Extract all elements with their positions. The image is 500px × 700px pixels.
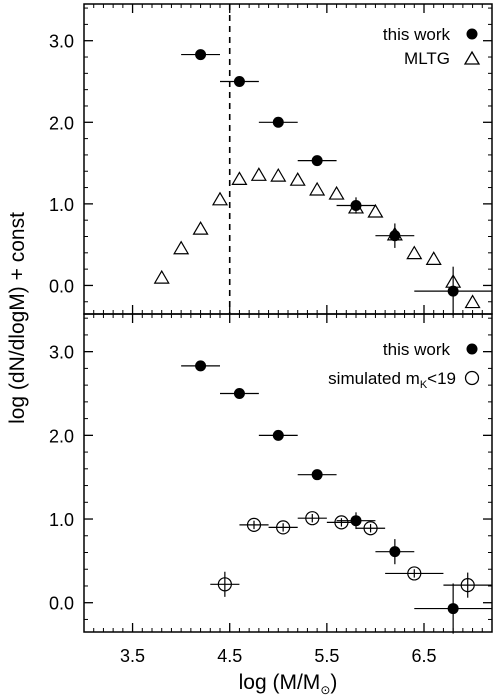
bottom-simulated-point: [334, 515, 349, 530]
bottom-simulated-point: [246, 517, 262, 532]
top-panel-axes: 0.0 1.0 2.0 3.0: [49, 4, 493, 316]
bottom-simulated-point: [217, 577, 232, 592]
bottom-legend-marker-filled-circle: [466, 343, 478, 355]
top-mltg-point: [347, 199, 365, 214]
bottom-x-tick-label: 6.5: [411, 646, 436, 666]
bottom-panel-axes: 3.5 4.5 5.5 6.5 0.0 1.0 2.0 3.0: [49, 314, 493, 666]
bottom-simulated-point: [460, 578, 475, 593]
top-mltg-point: [464, 294, 481, 309]
bottom-legend-label-simulated-sub: K: [420, 379, 428, 391]
bottom-this-work-point: [389, 546, 401, 558]
x-axis-label: log (M/M⊙): [239, 671, 338, 697]
top-legend-marker-filled-circle: [466, 28, 478, 40]
top-mltg-point: [367, 203, 384, 218]
bottom-simulated-point: [305, 511, 320, 526]
x-axis-label-close: ): [330, 671, 337, 694]
bottom-legend-marker-open-circle: [464, 370, 480, 386]
bottom-y-tick-label: 3.0: [49, 343, 74, 363]
bottom-this-work-point: [272, 429, 284, 441]
top-mltg-point: [250, 167, 267, 181]
top-y-tick-label: 3.0: [49, 32, 74, 52]
top-this-work-point: [195, 49, 207, 61]
top-y-tick-label: 2.0: [49, 113, 74, 133]
bottom-simulated-point: [407, 566, 422, 581]
bottom-this-work-point: [447, 603, 459, 615]
top-mltg-point: [425, 251, 442, 265]
top-mltg-point: [289, 172, 306, 186]
top-this-work-point: [311, 155, 323, 167]
bottom-x-tick-label: 4.5: [217, 646, 242, 666]
top-mltg-point: [328, 185, 345, 200]
y-axis-label: log (dN/dlogM) + const: [6, 212, 29, 424]
bottom-simulated-point: [276, 520, 291, 535]
bottom-x-tick-label: 3.5: [120, 646, 145, 666]
top-legend-marker-open-triangle: [463, 50, 481, 65]
top-this-work-point: [350, 200, 362, 211]
top-mltg-point: [270, 167, 287, 182]
bottom-legend: this work simulated mK<19: [328, 340, 480, 391]
top-y-tick-label: 1.0: [49, 195, 74, 215]
top-legend-label-mltg: MLTG: [404, 49, 450, 68]
top-mltg-point: [153, 269, 170, 284]
bottom-y-tick-label: 1.0: [49, 510, 74, 530]
top-this-work-point: [233, 76, 245, 87]
bottom-legend-label-simulated: simulated mK<19: [328, 369, 456, 391]
top-mltg-point: [309, 181, 326, 196]
top-mltg-point: [231, 171, 248, 185]
bottom-this-work-point: [311, 469, 323, 481]
bottom-this-work-point: [350, 515, 362, 527]
bottom-x-tick-label: 5.5: [314, 646, 339, 666]
top-y-tick-label: 0.0: [49, 276, 74, 296]
x-axis-label-sub: ⊙: [320, 683, 330, 697]
bottom-legend-label-simulated-suffix: <19: [427, 369, 456, 388]
bottom-this-work-point: [195, 360, 207, 372]
top-legend-label-this-work: this work: [383, 25, 451, 44]
x-axis-label-main: log (M/M: [239, 671, 321, 694]
bottom-simulated-point: [363, 521, 378, 536]
top-mltg-point: [386, 226, 403, 241]
top-this-work-point: [447, 285, 459, 297]
bottom-legend-label-this-work: this work: [383, 340, 451, 359]
top-mltg-point: [406, 245, 423, 260]
bottom-y-tick-label: 0.0: [49, 594, 74, 614]
top-mltg-point: [211, 191, 229, 206]
top-mltg-point: [445, 273, 462, 288]
bottom-this-work-point: [233, 388, 245, 399]
top-legend: this work MLTG: [383, 25, 481, 68]
bottom-y-tick-label: 2.0: [49, 426, 74, 446]
bottom-legend-label-simulated-main: simulated m: [328, 369, 420, 388]
top-mltg-point: [192, 220, 209, 235]
top-this-work-point: [272, 116, 284, 128]
bottom-panel-frame: [83, 313, 493, 633]
top-mltg-point: [173, 240, 190, 255]
